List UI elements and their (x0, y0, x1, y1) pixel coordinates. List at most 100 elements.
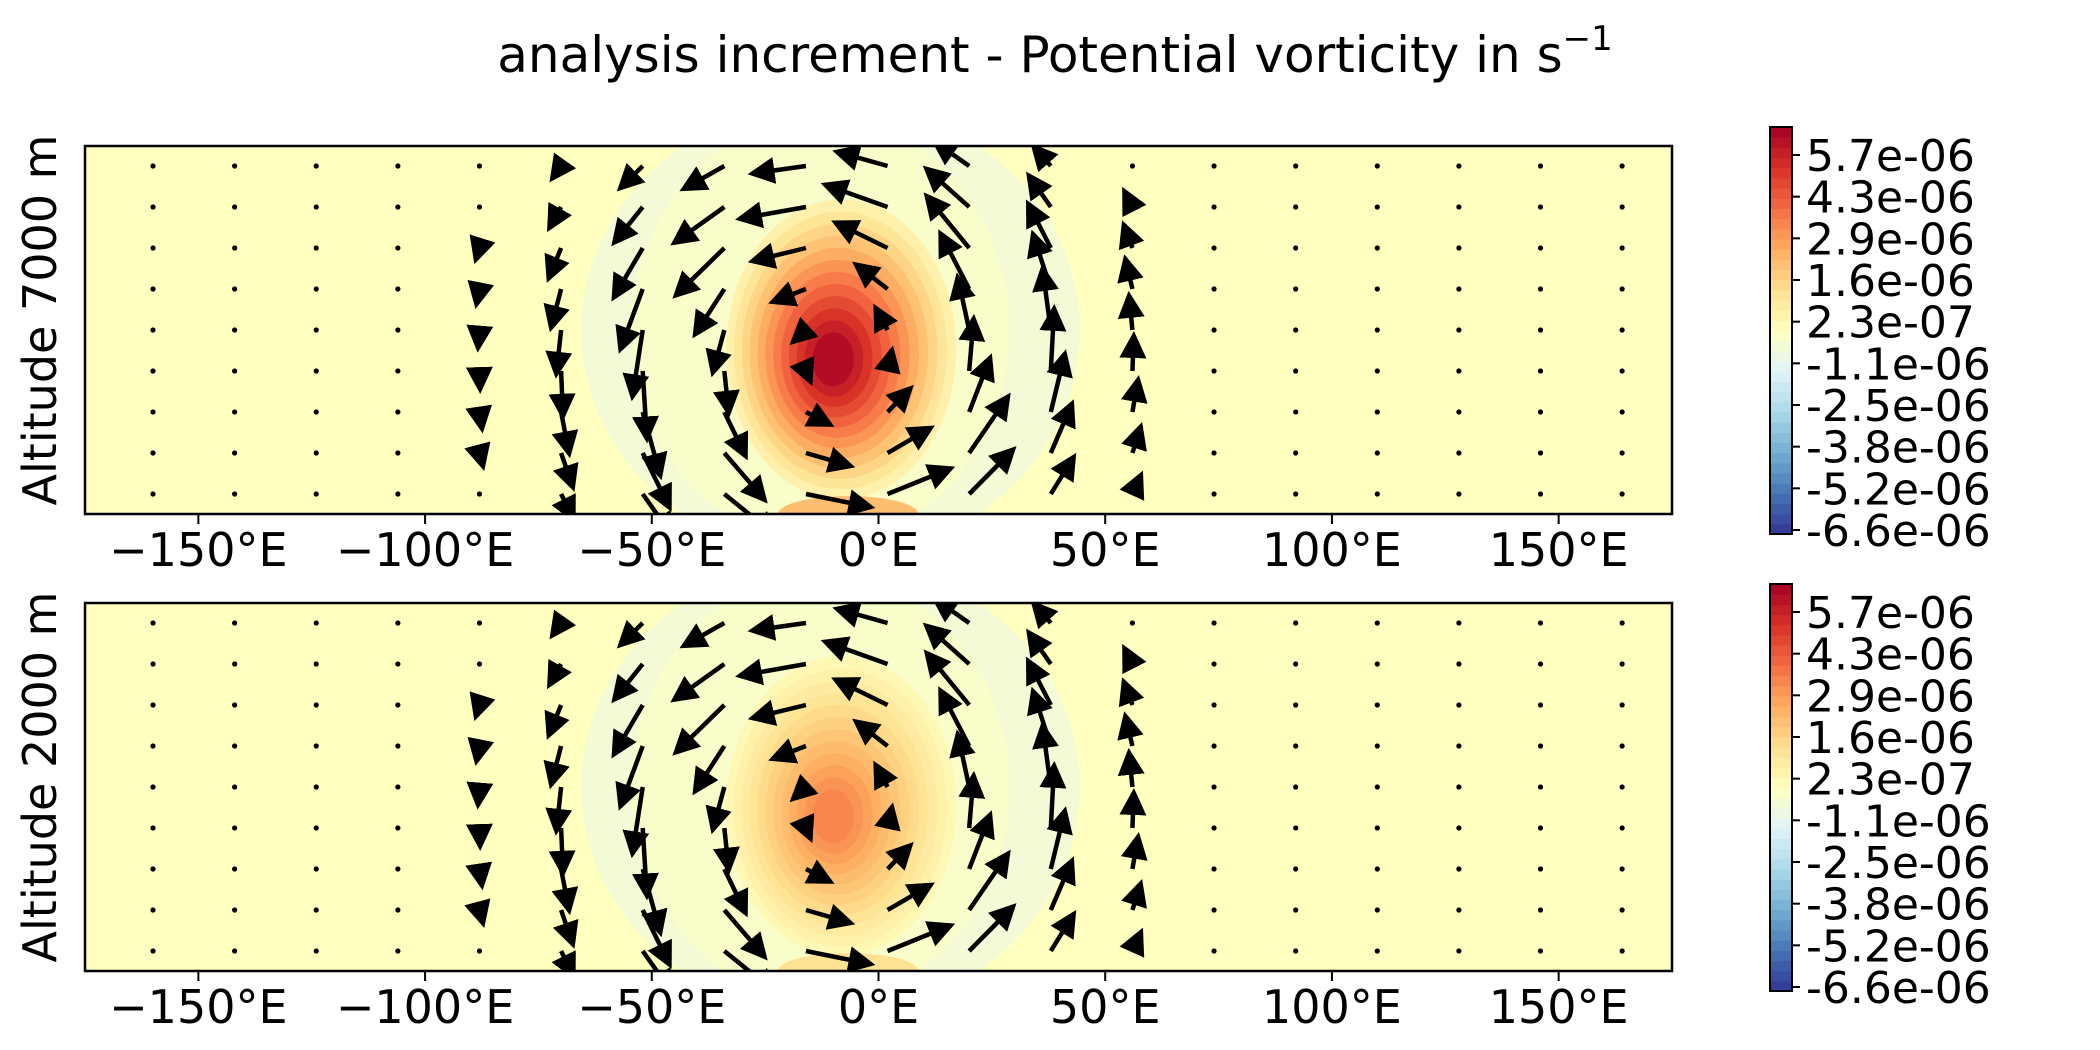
wind-arrow-calm (150, 286, 156, 292)
wind-arrow-calm (232, 948, 238, 954)
wind-arrow (722, 411, 749, 461)
colorbar-segment (1770, 401, 1792, 413)
colorbar-segment (1770, 889, 1792, 901)
colorbar-segment (1770, 493, 1792, 505)
colorbar-tick-label: 4.3e-06 (1806, 630, 1975, 681)
wind-arrow (1121, 422, 1147, 454)
wind-arrow (873, 303, 899, 334)
wind-arrow (551, 950, 576, 971)
colorbar-segment (1770, 208, 1792, 220)
wind-arrow (1120, 831, 1148, 870)
wind-arrow (469, 234, 496, 265)
wind-arrow (551, 411, 579, 459)
wind-arrow-calm (232, 450, 238, 456)
wind-arrow (789, 316, 819, 346)
wind-arrow-calm (1537, 661, 1544, 667)
x-tick-label: 100°E (1262, 980, 1402, 1034)
wind-arrow (874, 345, 901, 375)
wind-arrow (622, 329, 650, 402)
wind-arrow (549, 609, 577, 640)
wind-arrow-calm (395, 784, 401, 790)
colorbar-frame (1769, 126, 1793, 535)
wind-arrow-calm (1456, 825, 1462, 831)
wind-arrow (1118, 220, 1145, 251)
wind-arrow-calm (232, 620, 238, 626)
wind-arrow-calm (1537, 163, 1544, 169)
wind-arrow-calm (313, 368, 319, 374)
wind-arrow-calm (1619, 702, 1625, 708)
wind-arrow-calm (1374, 204, 1380, 210)
colorbar-segment (1770, 604, 1792, 616)
colorbar-segment (1770, 381, 1792, 393)
wind-arrow (544, 704, 570, 740)
wind-arrow-calm (313, 948, 319, 954)
colorbar-segment (1770, 655, 1792, 666)
wind-arrow-calm (150, 702, 156, 708)
wind-arrow-calm (1374, 327, 1380, 333)
wind-arrow-calm (313, 245, 319, 251)
colorbar-segment (1770, 584, 1792, 595)
wind-arrow-calm (1537, 907, 1544, 913)
colorbar-segment (1770, 289, 1792, 301)
wind-arrow-calm (395, 245, 401, 251)
colorbar-tick-label: 5.7e-06 (1806, 588, 1975, 639)
wind-arrow (1121, 879, 1147, 911)
wind-arrow (874, 802, 901, 832)
x-tick-label: −150°E (109, 523, 287, 577)
wind-arrow (465, 823, 493, 852)
colorbar-segment (1770, 340, 1792, 352)
wind-arrow-calm (1619, 743, 1625, 749)
wind-arrow (640, 909, 672, 969)
x-tick-label: 50°E (1050, 980, 1161, 1034)
wind-arrow-calm (150, 327, 156, 333)
wind-arrow (543, 288, 570, 333)
wind-arrow-calm (1293, 784, 1299, 790)
colorbar-segment (1770, 807, 1792, 819)
colorbar-segment (1770, 685, 1792, 697)
wind-arrow (551, 493, 576, 514)
colorbar-segment (1770, 858, 1792, 870)
colorbar-tick-label: -2.5e-06 (1806, 838, 1991, 889)
wind-arrow-calm (313, 784, 319, 790)
figure-title-main: analysis increment - Potential vorticity… (497, 26, 1562, 84)
colorbar-segment (1770, 391, 1792, 403)
colorbar-segment (1770, 645, 1792, 656)
wind-arrow (852, 718, 889, 748)
wind-arrow (464, 441, 491, 471)
wind-arrow-calm (313, 327, 319, 333)
wind-arrow-calm (150, 784, 156, 790)
wind-arrow (551, 868, 579, 916)
colorbar-tick-label: -2.5e-06 (1806, 381, 1991, 432)
colorbar-tick-label: 4.3e-06 (1806, 173, 1975, 224)
wind-arrow-calm (1374, 866, 1380, 872)
wind-arrow-calm (1374, 620, 1380, 626)
wind-arrow (679, 164, 726, 192)
wind-arrow (886, 882, 935, 912)
wind-arrow-calm (1619, 368, 1625, 374)
wind-arrow-calm (313, 743, 319, 749)
colorbar-tick-label: -6.6e-06 (1806, 506, 1991, 557)
wind-arrow-calm (1211, 286, 1217, 292)
wind-arrow-calm (1211, 866, 1217, 872)
wind-arrow-calm (1456, 784, 1462, 790)
colorbar-segment (1770, 279, 1792, 291)
wind-arrow-calm (1456, 409, 1462, 415)
wind-arrow (611, 703, 645, 759)
plot-area (85, 146, 1672, 514)
colorbar-segment (1770, 756, 1792, 768)
colorbar-segment (1770, 462, 1792, 474)
wind-arrow-calm (232, 661, 238, 667)
wind-arrow-calm (1537, 743, 1544, 749)
wind-arrow (768, 738, 807, 764)
colorbar-tick-label: -5.2e-06 (1806, 464, 1991, 515)
colorbar-segment (1770, 147, 1792, 159)
wind-arrow-calm (395, 327, 401, 333)
wind-arrow (640, 868, 668, 938)
wind-arrow (967, 810, 995, 870)
wind-arrow-calm (150, 163, 156, 169)
wind-arrow-calm (313, 204, 319, 210)
wind-arrow (549, 152, 577, 183)
wind-arrow-calm (1293, 450, 1299, 456)
wind-arrow-calm (1293, 620, 1299, 626)
